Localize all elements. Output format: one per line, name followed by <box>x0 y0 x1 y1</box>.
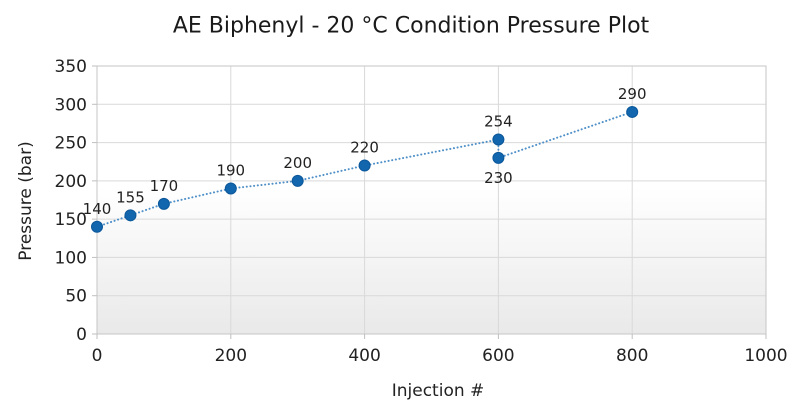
data-point <box>91 220 103 233</box>
x-tick-label: 800 <box>616 346 648 366</box>
data-point-label: 170 <box>150 177 179 195</box>
x-tick-label: 200 <box>215 346 247 366</box>
plot-border <box>96 65 767 335</box>
chart-title: AE Biphenyl - 20 °C Condition Pressure P… <box>172 13 650 39</box>
data-point <box>358 159 371 172</box>
y-axis-title: Pressure (bar) <box>16 141 36 261</box>
y-tick-label: 250 <box>55 134 87 154</box>
data-point <box>492 133 505 146</box>
data-point <box>224 182 237 195</box>
y-tick-label: 0 <box>76 325 87 345</box>
y-tick-label: 100 <box>55 248 87 268</box>
data-point-label: 200 <box>283 154 312 172</box>
y-tick-label: 150 <box>55 210 87 230</box>
data-point-label: 140 <box>83 200 112 218</box>
x-tick-label: 0 <box>92 346 103 366</box>
data-point-label: 290 <box>618 85 647 103</box>
data-point <box>157 197 170 210</box>
data-point-label: 220 <box>350 139 379 157</box>
data-point <box>492 151 505 164</box>
data-point <box>124 209 137 222</box>
x-axis-title: Injection # <box>391 381 485 401</box>
data-point <box>291 174 304 187</box>
plot-background <box>97 66 766 334</box>
data-point-label: 230 <box>484 169 513 187</box>
y-tick-label: 350 <box>55 57 87 77</box>
y-tick-label: 50 <box>65 287 87 307</box>
data-point-label: 254 <box>484 113 513 131</box>
x-tick-label: 1000 <box>744 346 787 366</box>
data-point-label: 190 <box>216 162 245 180</box>
y-tick-label: 300 <box>55 95 87 115</box>
y-tick-label: 200 <box>55 172 87 192</box>
data-point <box>626 105 639 118</box>
x-tick-label: 600 <box>482 346 514 366</box>
x-tick-label: 400 <box>348 346 380 366</box>
data-point-label: 155 <box>116 188 145 206</box>
